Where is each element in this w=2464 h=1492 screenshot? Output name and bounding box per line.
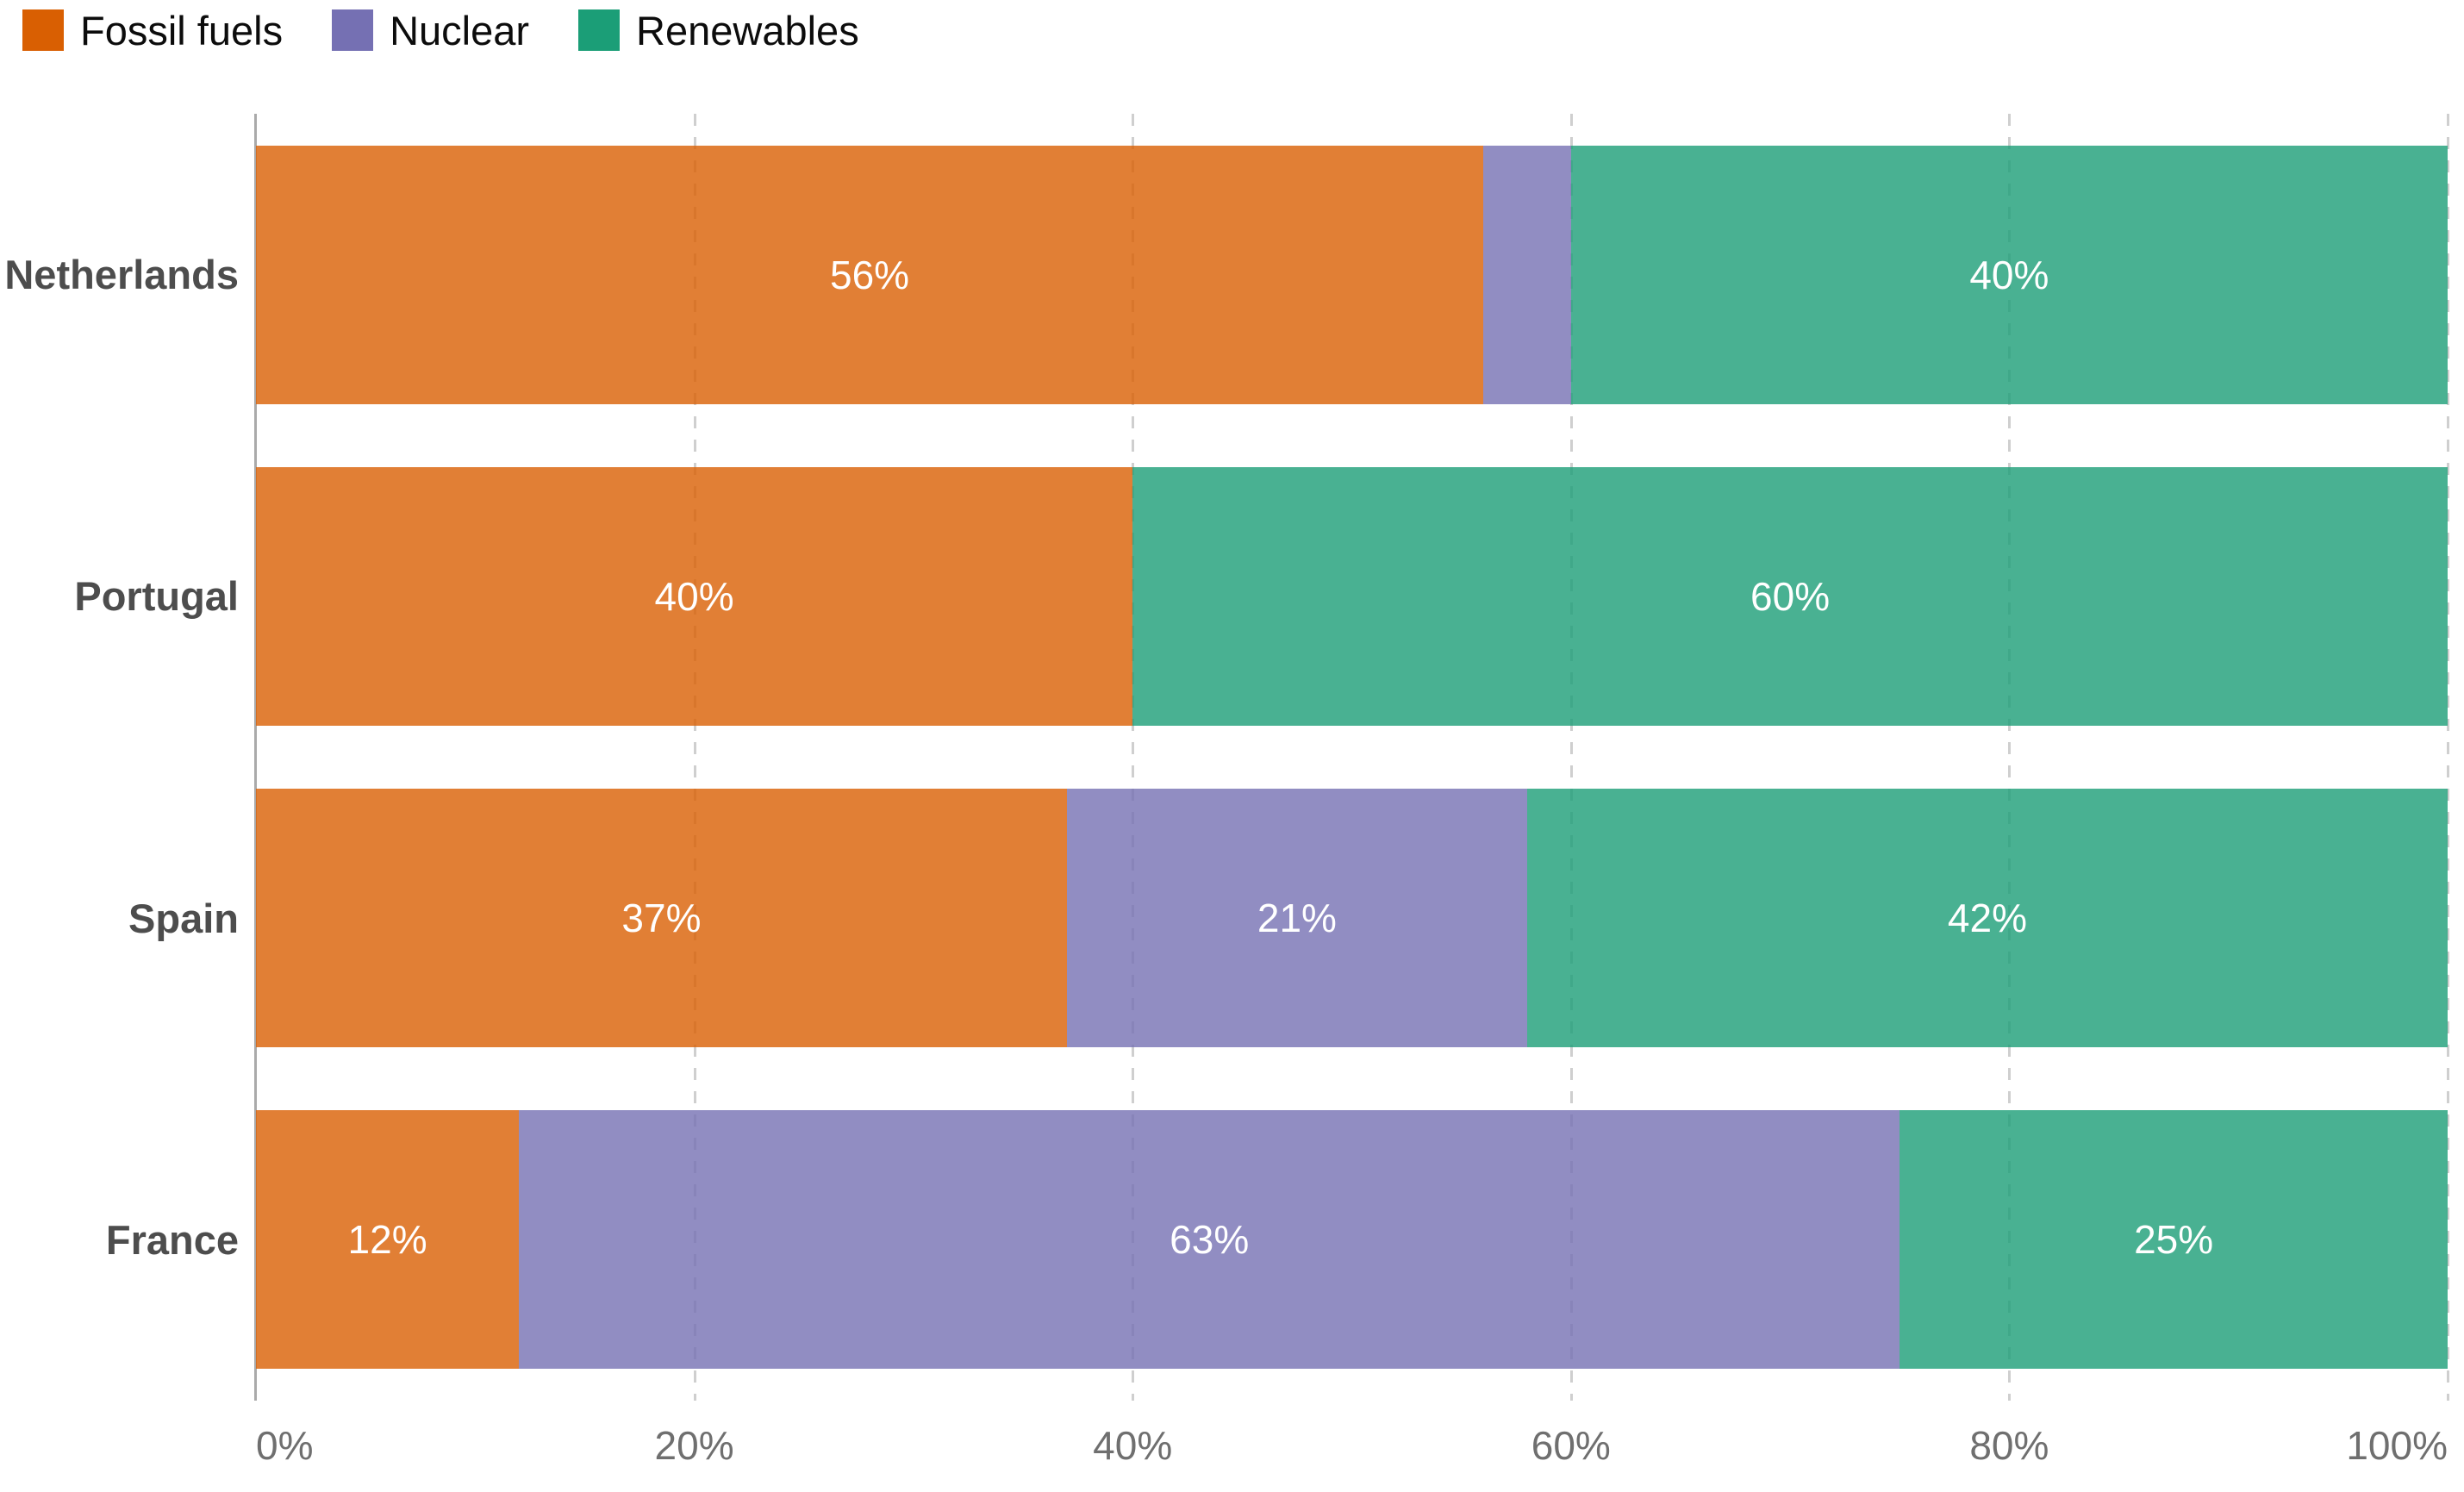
x-tick-label-0: 0% [256,1423,314,1468]
bar-portugal: 40% 60% [256,466,2448,726]
value-label-france-renewables: 25% [2134,1217,2214,1263]
value-label-spain-nuclear: 21% [1257,896,1337,941]
segment-netherlands-nuclear[interactable] [1483,145,1571,404]
value-label-portugal-renewables: 60% [1750,573,1831,619]
legend-item-nuclear[interactable]: Nuclear [332,9,529,51]
segment-spain-fossil-fuels[interactable]: 37% [256,789,1067,1048]
value-label-france-fossil-fuels: 12% [347,1217,427,1263]
category-label-netherlands: Netherlands [4,252,239,298]
gridline-20 [693,114,696,1401]
bar-netherlands: 56% 40% [256,145,2448,404]
legend-label: Renewables [636,7,859,53]
segment-spain-nuclear[interactable]: 21% [1066,789,1527,1048]
legend-swatch-fossil-fuels [22,9,64,51]
legend-label: Fossil fuels [80,7,284,53]
segment-france-fossil-fuels[interactable]: 12% [256,1110,520,1370]
value-label-portugal-fossil-fuels: 40% [654,573,734,619]
y-axis-labels: Netherlands Portugal Spain France [0,114,239,1401]
value-label-netherlands-fossil-fuels: 56% [830,252,910,297]
value-label-france-nuclear: 63% [1170,1217,1250,1263]
category-label-spain: Spain [128,895,239,941]
legend: Fossil fuels Nuclear Renewables [22,9,859,51]
category-label-france: France [105,1216,239,1263]
value-label-spain-fossil-fuels: 37% [621,896,702,941]
value-label-spain-renewables: 42% [1947,896,2027,941]
gridline-100 [2447,114,2449,1401]
x-axis: 0% 20% 40% 60% 80% 100% [256,1424,2448,1476]
y-axis-line [254,114,257,1401]
segment-spain-renewables[interactable]: 42% [1526,789,2448,1048]
gridline-40 [1132,114,1135,1401]
x-tick-label-80: 80% [1969,1423,2049,1468]
legend-item-fossil-fuels[interactable]: Fossil fuels [22,9,283,51]
x-tick-label-60: 60% [1531,1423,1611,1468]
segment-france-nuclear[interactable]: 63% [519,1110,1900,1370]
legend-item-renewables[interactable]: Renewables [578,9,859,51]
value-label-netherlands-renewables: 40% [1969,252,2049,297]
x-tick-label-100: 100% [2346,1423,2448,1468]
segment-portugal-renewables[interactable]: 60% [1132,466,2448,726]
legend-label: Nuclear [390,7,530,53]
category-label-portugal: Portugal [74,573,239,620]
bar-france: 12% 63% 25% [256,1110,2448,1370]
plot-area: 56% 40% 40% 60% 37% 21% 42% 12% 63% 25% [254,114,2449,1401]
segment-netherlands-renewables[interactable]: 40% [1570,145,2448,404]
legend-swatch-nuclear [332,9,374,51]
segment-portugal-fossil-fuels[interactable]: 40% [256,466,1133,726]
segment-france-renewables[interactable]: 25% [1899,1110,2448,1370]
legend-swatch-renewables [578,9,621,51]
gridline-60 [1569,114,1573,1401]
bar-spain: 37% 21% 42% [256,789,2448,1048]
segment-netherlands-fossil-fuels[interactable]: 56% [256,145,1484,404]
gridline-80 [2008,114,2012,1401]
x-tick-label-20: 20% [654,1423,734,1468]
x-tick-label-40: 40% [1093,1423,1173,1468]
